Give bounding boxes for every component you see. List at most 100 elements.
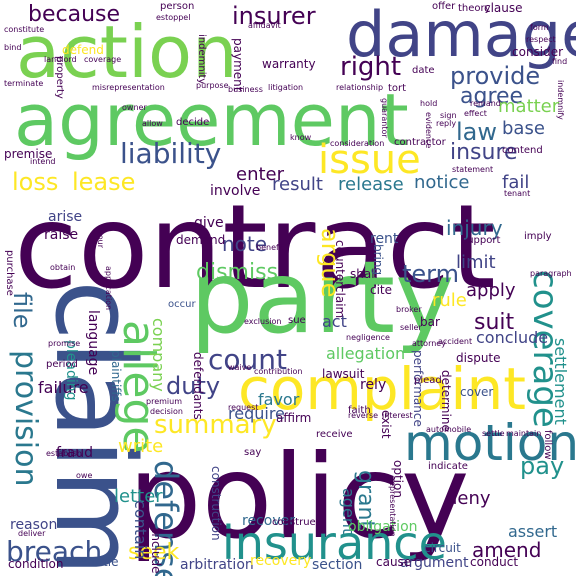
word-fraud: fraud: [56, 445, 94, 461]
word-statement: statement: [452, 165, 494, 174]
word-sign: sign: [440, 111, 457, 120]
word-evidence: evidence: [424, 112, 433, 149]
word-exclusion: exclusion: [244, 317, 282, 326]
word-say: say: [244, 447, 262, 458]
word-cover: cover: [460, 385, 494, 399]
word-contain: contain: [131, 500, 150, 560]
word-benefit: benefit: [256, 243, 285, 252]
word-purchase: purchase: [4, 250, 15, 296]
word-matter: matter: [498, 96, 560, 117]
word-occur: occur: [168, 299, 196, 310]
word-right: right: [340, 52, 402, 82]
word-count: count: [208, 343, 287, 376]
word-construe: construe: [272, 517, 316, 528]
word-section: section: [312, 557, 363, 573]
word-limit: limit: [456, 252, 496, 273]
word-demand: demand: [176, 233, 226, 247]
word-representation: representation: [388, 478, 397, 537]
word-payment: payment: [231, 38, 245, 92]
word-motion: motion: [404, 414, 576, 472]
word-seller: seller: [400, 323, 422, 332]
word-remand: remand: [470, 99, 501, 108]
word-insure: insure: [450, 140, 518, 165]
word-amend: amend: [472, 538, 542, 562]
word-counterclaim: counterclaim: [333, 240, 347, 319]
word-tort: tort: [388, 83, 407, 94]
word-assert: assert: [508, 522, 558, 541]
word-agree: agree: [460, 84, 524, 109]
word-recovery: recovery: [250, 553, 312, 569]
word-allow: allow: [142, 119, 163, 128]
word-hold: hold: [420, 99, 438, 108]
word-coverage: coverage: [525, 270, 565, 428]
word-contractor: contractor: [394, 137, 446, 148]
word-provision: provision: [8, 350, 43, 487]
word-provide: provide: [450, 62, 541, 90]
word-because: because: [28, 2, 121, 27]
word-consideration: consideration: [330, 139, 385, 148]
word-obtain: obtain: [50, 263, 76, 272]
word-breach: breach: [6, 535, 103, 568]
word-language: language: [85, 310, 101, 376]
word-give: give: [194, 215, 224, 231]
word-theory: theory: [458, 3, 491, 14]
word-affidavit: affidavit: [248, 21, 281, 30]
word-respect: respect: [526, 35, 556, 44]
word-period: period: [46, 359, 78, 370]
word-require: require: [228, 404, 285, 423]
word-negligence: negligence: [346, 333, 390, 342]
word-coverage-small: coverage: [84, 55, 122, 64]
word-defend: defend: [62, 43, 104, 57]
word-application: application: [104, 266, 113, 311]
word-action: action: [16, 10, 238, 94]
word-estoppel: estoppel: [156, 13, 191, 22]
word-dispute: dispute: [456, 351, 501, 365]
word-bind: bind: [4, 43, 22, 52]
word-offer: offer: [432, 1, 456, 12]
word-act: act: [322, 312, 347, 331]
word-notice: notice: [414, 172, 470, 193]
word-settle: settle: [482, 429, 505, 438]
word-deliver: deliver: [18, 529, 46, 538]
word-broker: broker: [396, 305, 422, 314]
word-include: include: [149, 530, 163, 574]
word-accident: accident: [438, 337, 473, 346]
word-follow: follow: [542, 430, 553, 460]
word-defense: defense: [147, 460, 185, 576]
word-complaint: complaint: [238, 355, 526, 423]
word-shall: shall: [350, 267, 378, 281]
word-enter: enter: [236, 164, 285, 185]
word-summary: summary: [154, 410, 277, 440]
word-obligation: obligation: [348, 519, 418, 535]
word-duty: duty: [166, 372, 221, 400]
word-contribution: contribution: [254, 367, 303, 376]
word-injury: injury: [446, 216, 503, 240]
word-involve: involve: [210, 183, 261, 199]
word-party: party: [190, 239, 455, 356]
word-person: person: [160, 1, 195, 12]
word-tenant: tenant: [504, 189, 531, 198]
word-allege: allege: [113, 320, 164, 454]
word-construction: construction: [209, 466, 223, 541]
word-determine: determine: [439, 370, 453, 432]
word-failure: failure: [38, 378, 89, 397]
word-terminate: terminate: [4, 79, 44, 88]
word-law: law: [456, 118, 498, 146]
word-performance: performance: [411, 350, 425, 427]
word-reason: reason: [10, 517, 58, 533]
word-faith: faith: [348, 405, 371, 416]
word-argue: argue: [316, 228, 344, 298]
word-claim: claim: [31, 280, 159, 576]
word-condition: condition: [8, 557, 64, 571]
word-option: option: [391, 460, 405, 498]
word-deny: deny: [446, 488, 491, 509]
word-fail: fail: [502, 172, 530, 193]
word-agreement: agreement: [14, 78, 409, 162]
word-property: property: [54, 56, 65, 99]
word-premise: premise: [4, 147, 53, 161]
word-find: find: [552, 57, 568, 66]
word-date: date: [412, 65, 435, 76]
word-affirm: affirm: [276, 411, 312, 425]
word-reverse: reverse: [348, 411, 379, 420]
word-circuit: circuit: [424, 541, 461, 555]
